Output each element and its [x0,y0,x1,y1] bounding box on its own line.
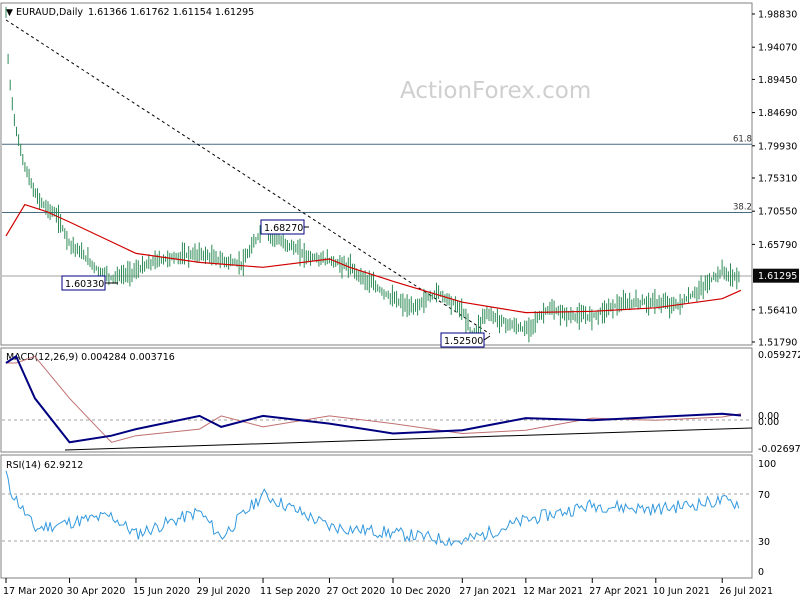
date-tick-label: 10 Dec 2020 [390,586,451,597]
macd-trend-line [64,427,753,451]
date-tick-label: 27 Apr 2021 [589,586,648,597]
rsi-title: RSI(14) 62.9212 [6,460,83,471]
fib-label-0: 61.8 [733,134,752,144]
current-price-tag: 1.61295 [753,268,799,283]
ohlc-label: 1.61366 1.61762 1.61154 1.61295 [88,7,254,18]
price-axis: 1.98830 1.94070 1.89450 1.84690 1.79930 1.753… [752,10,797,349]
date-tick-label: 30 Apr 2020 [67,586,126,597]
symbol-label: EURAUD,Daily [16,7,83,18]
rsi-tick-0: 0 [758,567,764,578]
price-tick-label: 1.65790 [758,240,797,251]
price-tick-label: 1.70550 [758,207,797,218]
price-tick-label: 1.51790 [758,338,797,349]
date-axis: 17 Mar 2020 30 Apr 2020 15 Jun 2020 29 Jul … [3,578,773,597]
rsi-tick-30: 30 [758,537,770,548]
price-tick-label: 1.94070 [758,43,797,54]
macd-title: MACD(12,26,9) 0.004284 0.003716 [6,352,175,363]
fib-label-1: 38.2 [733,203,752,213]
rsi-line [5,470,740,547]
collapse-triangle-icon[interactable]: ▼ [6,8,13,18]
macd-panel-frame [0,347,753,453]
price-label-low: 1.52500 [444,336,483,347]
price-panel-frame [0,2,753,346]
price-tick-label: 1.79930 [758,141,797,152]
price-tick-label: 1.56410 [758,305,797,316]
date-tick-label: 15 Jun 2020 [133,586,190,597]
macd-tick-zero-b: 0.00 [758,417,779,428]
date-tick-label: 10 Jun 2021 [653,586,710,597]
fib-levels: 61.8 38.2 [2,134,752,214]
moving-average-line [5,203,742,314]
date-tick-label: 12 Mar 2021 [523,586,583,597]
date-tick-label: 27 Oct 2020 [326,586,385,597]
rsi-tick-100: 100 [758,459,776,470]
watermark: ActionForex.com [400,78,591,104]
macd-tick-bottom: -0.026978 [758,444,800,455]
downtrend-line [5,19,491,335]
date-tick-label: 27 Jan 2021 [459,586,516,597]
price-tick-label: 1.84690 [758,108,797,119]
price-tick-label: 1.75310 [758,174,797,185]
date-tick-label: 11 Sep 2020 [260,586,320,597]
callout-1.52500: 1.52500 [440,332,491,348]
rsi-panel-frame [0,454,753,579]
price-label-high: 1.68270 [264,223,303,234]
callout-1.68270: 1.68270 [260,219,309,235]
date-tick-label: 17 Mar 2020 [3,586,63,597]
price-tick-label: 1.98830 [758,10,797,21]
macd-tick-zero-a: 0.00 [758,411,779,422]
date-tick-label: 29 Jul 2020 [196,586,250,597]
callout-1.60330: 1.60330 [61,275,118,291]
price-label-mid: 1.60330 [65,279,104,290]
date-tick-label: 26 Jul 2021 [719,586,773,597]
price-tick-label: 1.89450 [758,75,797,86]
rsi-tick-70: 70 [758,490,770,501]
current-price-text: 1.61295 [758,271,797,282]
macd-line [5,354,742,444]
macd-tick-top: 0.059272 [758,350,800,361]
